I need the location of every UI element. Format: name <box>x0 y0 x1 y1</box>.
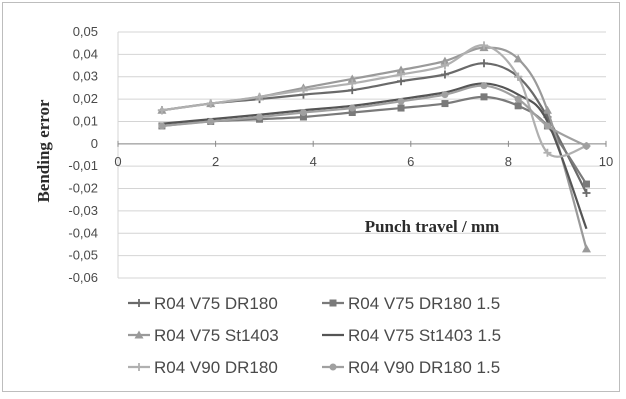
data-point <box>256 113 264 121</box>
legend-label: R04 V75 DR180 <box>154 294 278 313</box>
series-group <box>157 41 591 253</box>
data-point <box>514 72 523 81</box>
legend-label: R04 V75 St1403 <box>154 326 279 345</box>
data-point <box>441 91 449 99</box>
legend-item: R04 V75 DR180 1.5 <box>322 294 500 313</box>
data-point <box>329 299 337 307</box>
legend-item: R04 V90 DR180 <box>128 358 278 377</box>
legend-item: R04 V75 St1403 1.5 <box>322 326 501 345</box>
data-point <box>480 93 488 101</box>
series-line <box>161 82 588 230</box>
data-point <box>299 86 308 95</box>
data-point <box>299 109 307 117</box>
legend-item: R04 V90 DR180 1.5 <box>322 358 500 377</box>
data-point <box>480 41 488 50</box>
legend-label: R04 V75 St1403 1.5 <box>348 326 501 345</box>
data-point <box>397 70 406 79</box>
data-point <box>347 74 357 83</box>
data-point <box>581 244 591 253</box>
data-point <box>440 56 450 65</box>
data-point <box>542 105 552 114</box>
data-point <box>480 82 488 90</box>
x-tick-label: 0 <box>114 154 121 169</box>
series-r04-v90-dr180-1-5 <box>158 82 590 150</box>
data-point <box>157 106 166 115</box>
chart-frame <box>2 2 620 392</box>
y-tick-label: -0,04 <box>68 225 98 240</box>
data-point <box>440 61 449 70</box>
data-point <box>514 102 522 110</box>
data-point <box>480 59 488 68</box>
y-tick-label: 0,03 <box>73 69 98 84</box>
y-tick-label: -0,03 <box>68 203 98 218</box>
y-tick-label: -0,06 <box>68 270 98 285</box>
y-tick-label: 0 <box>91 136 98 151</box>
y-tick-label: 0,01 <box>73 113 98 128</box>
data-point <box>206 99 215 108</box>
series-r04-v75-dr180-1-5 <box>158 93 590 188</box>
y-tick-label: -0,05 <box>68 248 98 263</box>
legend-item: R04 V75 St1403 <box>128 326 279 345</box>
data-point <box>329 363 337 371</box>
y-tick-label: 0,04 <box>73 46 98 61</box>
x-axis-label: Punch travel / mm <box>365 217 500 236</box>
y-tick-label: 0,02 <box>73 91 98 106</box>
data-point <box>397 104 405 112</box>
data-point <box>207 117 215 125</box>
series-line <box>161 84 587 148</box>
legend-label: R04 V90 DR180 1.5 <box>348 358 500 377</box>
data-point <box>135 363 143 371</box>
x-tick-label: 2 <box>212 154 219 169</box>
legend: R04 V75 DR180 R04 V75 DR180 1.5 R04 V75 St… <box>128 294 501 377</box>
y-tick-label: -0,01 <box>68 158 98 173</box>
x-tick-label: 10 <box>599 154 613 169</box>
data-point <box>396 65 406 74</box>
data-point <box>348 86 357 95</box>
gridlines <box>117 31 606 279</box>
data-point <box>158 122 166 130</box>
y-tick-label: 0,05 <box>73 24 98 39</box>
data-point <box>397 77 406 86</box>
legend-label: R04 V75 DR180 1.5 <box>348 294 500 313</box>
legend-item: R04 V75 DR180 <box>128 294 278 313</box>
data-point <box>582 180 590 188</box>
series-line <box>161 95 588 185</box>
data-point <box>441 100 449 108</box>
data-point <box>440 70 449 79</box>
data-point <box>582 189 591 198</box>
data-point <box>134 330 144 339</box>
y-tick-label: -0,02 <box>68 181 98 196</box>
data-point <box>255 92 264 101</box>
series-r04-v75-st1403-1-5 <box>161 82 588 230</box>
data-point <box>582 142 590 150</box>
data-point <box>299 113 307 121</box>
data-point <box>543 148 552 157</box>
y-axis-label: Bending error <box>34 99 53 203</box>
legend-label: R04 V90 DR180 <box>154 358 278 377</box>
x-tick-label: 4 <box>310 154 317 169</box>
data-point <box>513 54 523 63</box>
x-tick-labels: 0 2 4 6 8 10 <box>114 140 613 169</box>
series-line <box>161 44 587 158</box>
data-point <box>135 299 143 307</box>
data-point <box>543 122 551 130</box>
data-point <box>348 104 356 112</box>
data-point <box>514 95 522 103</box>
data-point <box>348 109 356 117</box>
data-point <box>348 79 357 88</box>
y-tick-labels: 0,05 0,04 0,03 0,02 0,01 0 -0,01 -0,02 -0,03 -0,0… <box>68 24 98 285</box>
series-line <box>161 62 588 194</box>
x-tick-label: 6 <box>407 154 414 169</box>
data-point <box>397 97 405 105</box>
x-tick-label: 8 <box>505 154 512 169</box>
